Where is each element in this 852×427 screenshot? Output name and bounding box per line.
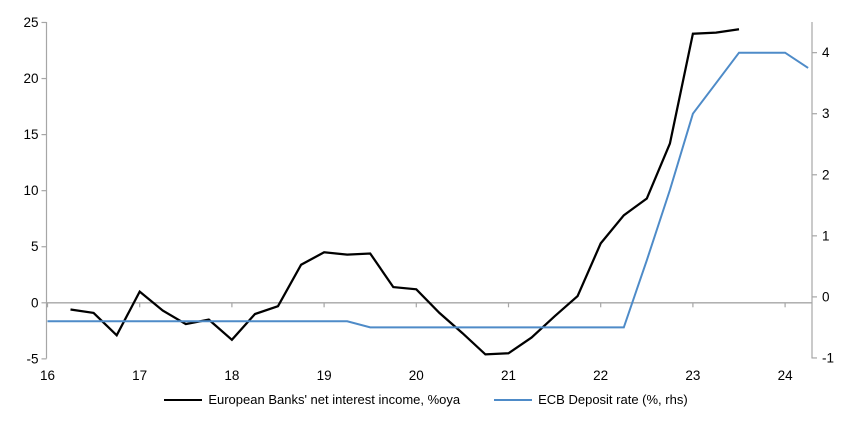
x-axis-tick-label: 16 xyxy=(40,368,55,383)
legend-item-net-interest-income: European Banks' net interest income, %oy… xyxy=(164,392,460,407)
left-y-axis-tick-label: 25 xyxy=(23,15,38,30)
x-axis-tick-label: 19 xyxy=(317,368,332,383)
legend-label-net-interest-income: European Banks' net interest income, %oy… xyxy=(208,392,461,407)
legend-item-ecb-deposit-rate: ECB Deposit rate (%, rhs) xyxy=(494,392,688,407)
chart-legend: European Banks' net interest income, %oy… xyxy=(0,392,852,407)
legend-label-ecb-deposit-rate: ECB Deposit rate (%, rhs) xyxy=(538,392,688,407)
left-y-axis-tick-label: -5 xyxy=(26,351,38,366)
x-axis-tick-label: 22 xyxy=(593,368,608,383)
series-line-ecb-deposit-rate xyxy=(47,51,809,329)
x-axis-tick-label: 18 xyxy=(224,368,239,383)
left-y-axis-tick-label: 15 xyxy=(23,127,38,142)
left-y-axis-tick-label: 20 xyxy=(23,71,38,86)
left-y-axis-tick-label: 0 xyxy=(31,295,39,310)
x-axis-tick-label: 20 xyxy=(409,368,424,383)
right-y-axis-tick-label: 3 xyxy=(822,106,830,121)
x-axis-tick-label: 21 xyxy=(501,368,516,383)
right-y-axis-tick-label: 0 xyxy=(822,289,830,304)
right-y-axis-tick-label: -1 xyxy=(822,350,834,365)
x-axis-tick-label: 17 xyxy=(132,368,147,383)
left-y-axis-tick-label: 5 xyxy=(31,239,39,254)
left-y-axis-tick-label: 10 xyxy=(23,183,38,198)
right-y-axis-tick-label: 2 xyxy=(822,167,830,182)
series-line-net-interest-income xyxy=(70,28,740,356)
x-axis-tick-label: 24 xyxy=(778,368,794,383)
x-axis-tick-label: 23 xyxy=(685,368,700,383)
right-y-axis-tick-label: 1 xyxy=(822,228,830,243)
legend-line-swatch-black xyxy=(164,398,203,401)
right-y-axis-tick-label: 4 xyxy=(822,45,830,60)
legend-line-swatch-blue xyxy=(494,398,533,401)
